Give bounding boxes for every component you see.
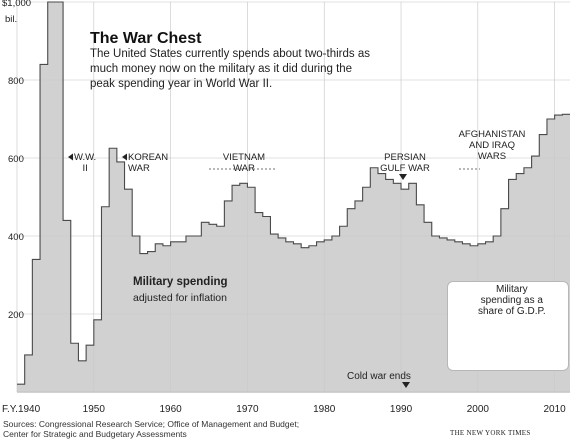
- credit-line: THE NEW YORK TIMES: [450, 429, 531, 437]
- annotation-persian-gulf-war: PERSIAN GULF WAR: [380, 152, 430, 174]
- inset-panel: [447, 281, 569, 371]
- annotation-markers: [68, 153, 480, 388]
- annotation-vietnam-war: VIETNAM WAR: [222, 152, 266, 174]
- legend-title: Military spending: [133, 276, 228, 288]
- x-tick-label: 1970: [236, 404, 259, 415]
- x-tick-label: 1990: [390, 404, 413, 415]
- legend-subtitle: adjusted for inflation: [133, 292, 227, 304]
- x-tick-label: 1980: [313, 404, 336, 415]
- chart-title: The War Chest: [90, 30, 202, 47]
- x-tick-label: F.Y.1940: [2, 404, 41, 415]
- annotation-afghanistan-iraq-wars: AFGHANISTAN AND IRAQ WARS: [458, 129, 526, 162]
- spending-line: [17, 1, 570, 385]
- y-tick-label: 200: [8, 310, 24, 321]
- y-tick-label: 400: [8, 232, 24, 243]
- spending-area: [17, 2, 570, 392]
- y-tick-labels: $1,000 800 600 400 200 bil.: [2, 0, 31, 321]
- x-tick-label: 2010: [544, 404, 567, 415]
- sources-note: Sources: Congressional Research Service;…: [3, 419, 300, 439]
- annotation-cold-war-ends: Cold war ends: [347, 371, 411, 382]
- x-tick-labels: F.Y.1940 1950 1960 1970 1980 1990 2000 2010: [2, 404, 566, 415]
- annotation-ww2: W.W. II: [74, 152, 97, 174]
- x-tick-label: 2000: [467, 404, 490, 415]
- ww2-arrow-icon: [68, 153, 73, 161]
- y-tick-label: $1,000: [2, 0, 31, 9]
- korea-arrow-icon: [122, 153, 127, 161]
- annotation-korean-war: KOREAN WAR: [128, 152, 169, 174]
- y-tick-label: 800: [8, 76, 24, 87]
- gulf-arrow-icon: [399, 174, 407, 180]
- inset-title: Military spending as a share of G.D.P.: [478, 284, 546, 317]
- y-unit-label: bil.: [5, 14, 17, 25]
- x-tick-label: 1960: [159, 404, 182, 415]
- chart-subtitle: The United States currently spends about…: [90, 48, 370, 90]
- cold-war-arrow-icon: [402, 382, 410, 388]
- y-tick-label: 600: [8, 154, 24, 165]
- x-tick-label: 1950: [83, 404, 106, 415]
